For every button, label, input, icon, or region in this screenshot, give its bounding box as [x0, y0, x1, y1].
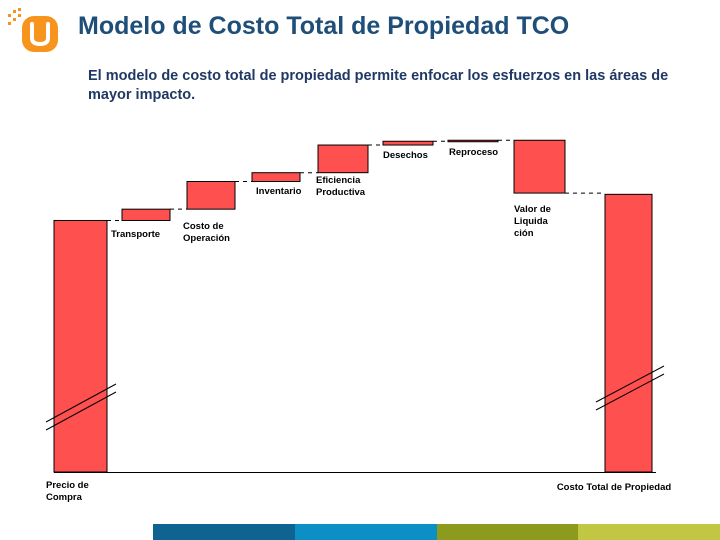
category-label-line: Transporte	[111, 229, 160, 240]
category-label: Transporte	[111, 229, 160, 240]
footer-segment	[578, 524, 720, 540]
waterfall-bar	[53, 219, 108, 473]
footer-segment	[153, 524, 295, 540]
waterfall-bar	[186, 181, 236, 210]
category-label: Desechos	[383, 150, 428, 161]
category-label-line: Reproceso	[449, 147, 498, 158]
page-title: Modelo de Costo Total de Propiedad TCO	[78, 12, 570, 40]
footer-segment	[436, 524, 579, 540]
axis-break-mark	[595, 365, 665, 403]
axis-break-mark	[45, 391, 117, 431]
category-label: Inventario	[256, 186, 302, 197]
category-label-line: Desechos	[383, 150, 428, 161]
category-label-line: Liquida	[514, 216, 548, 227]
category-label-line: Compra	[46, 492, 83, 503]
waterfall-bar	[317, 144, 369, 174]
category-label: Costo de Operación	[183, 221, 230, 244]
category-label: Eficiencia Productiva	[316, 175, 366, 198]
category-label: Reproceso	[449, 147, 498, 158]
category-label: Costo Total de Propiedad	[557, 482, 672, 493]
waterfall-bar	[251, 172, 301, 183]
category-label-line: Valor de	[514, 204, 551, 215]
waterfall-bar	[382, 140, 434, 146]
category-label-line: Precio de	[46, 480, 89, 491]
axis-break-mark	[45, 383, 117, 423]
waterfall-bar	[513, 139, 566, 194]
axis-break-mark	[595, 373, 665, 411]
category-label: Valor de Liquida ción	[514, 204, 551, 239]
category-label: Precio de Compra	[46, 480, 89, 503]
category-label-line: Costo Total de Propiedad	[557, 482, 672, 493]
waterfall-bar	[121, 208, 171, 221]
category-label-line: ción	[514, 228, 534, 239]
logo-icon	[6, 6, 62, 56]
waterfall-bar	[604, 193, 653, 473]
category-label-line: Inventario	[256, 186, 302, 197]
category-label-line: Eficiencia	[316, 175, 361, 186]
category-label-line: Costo de	[183, 221, 224, 232]
waterfall-bar	[447, 139, 499, 143]
footer-color-bar	[153, 524, 720, 540]
footer-segment	[294, 524, 437, 540]
category-label-line: Productiva	[316, 187, 366, 198]
page-subtitle: El modelo de costo total de propiedad pe…	[88, 68, 669, 103]
category-label-line: Operación	[183, 233, 230, 244]
